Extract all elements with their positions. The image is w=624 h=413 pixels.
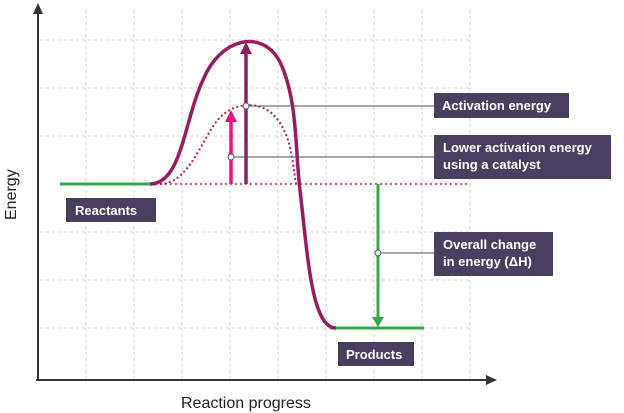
enthalpy-label-line2: in energy (ΔH) (443, 254, 532, 269)
grid (40, 10, 471, 378)
catalyst-label-line2: using a catalyst (443, 157, 541, 172)
enthalpy-label: Overall change in energy (ΔH) (434, 232, 553, 276)
x-axis-arrowhead (486, 375, 497, 385)
reactants-label: Reactants (66, 198, 156, 222)
catalyst-label: Lower activation energy using a catalyst (434, 135, 611, 179)
enthalpy-change-arrowhead (372, 317, 384, 327)
y-axis-arrowhead (33, 3, 43, 14)
catalysed-reaction-curve (159, 104, 297, 185)
enthalpy-label-line1: Overall change (443, 237, 536, 252)
y-axis-title: Energy (3, 169, 20, 220)
products-label: Products (338, 342, 414, 366)
reactants-label-text: Reactants (75, 203, 137, 218)
leader-dots (227, 102, 382, 257)
uncatalysed-reaction-curve (149, 39, 337, 330)
x-axis-title: Reaction progress (181, 395, 311, 412)
axes (33, 3, 497, 385)
catalyst-activation-arrowhead (225, 110, 237, 122)
activation-energy-label: Activation energy (434, 93, 569, 118)
catalyst-label-line1: Lower activation energy (443, 140, 593, 155)
activation-energy-label-text: Activation energy (442, 98, 552, 113)
activation-energy-arrowhead (240, 42, 252, 54)
leader-lines (231, 105, 434, 254)
products-label-text: Products (346, 347, 402, 362)
